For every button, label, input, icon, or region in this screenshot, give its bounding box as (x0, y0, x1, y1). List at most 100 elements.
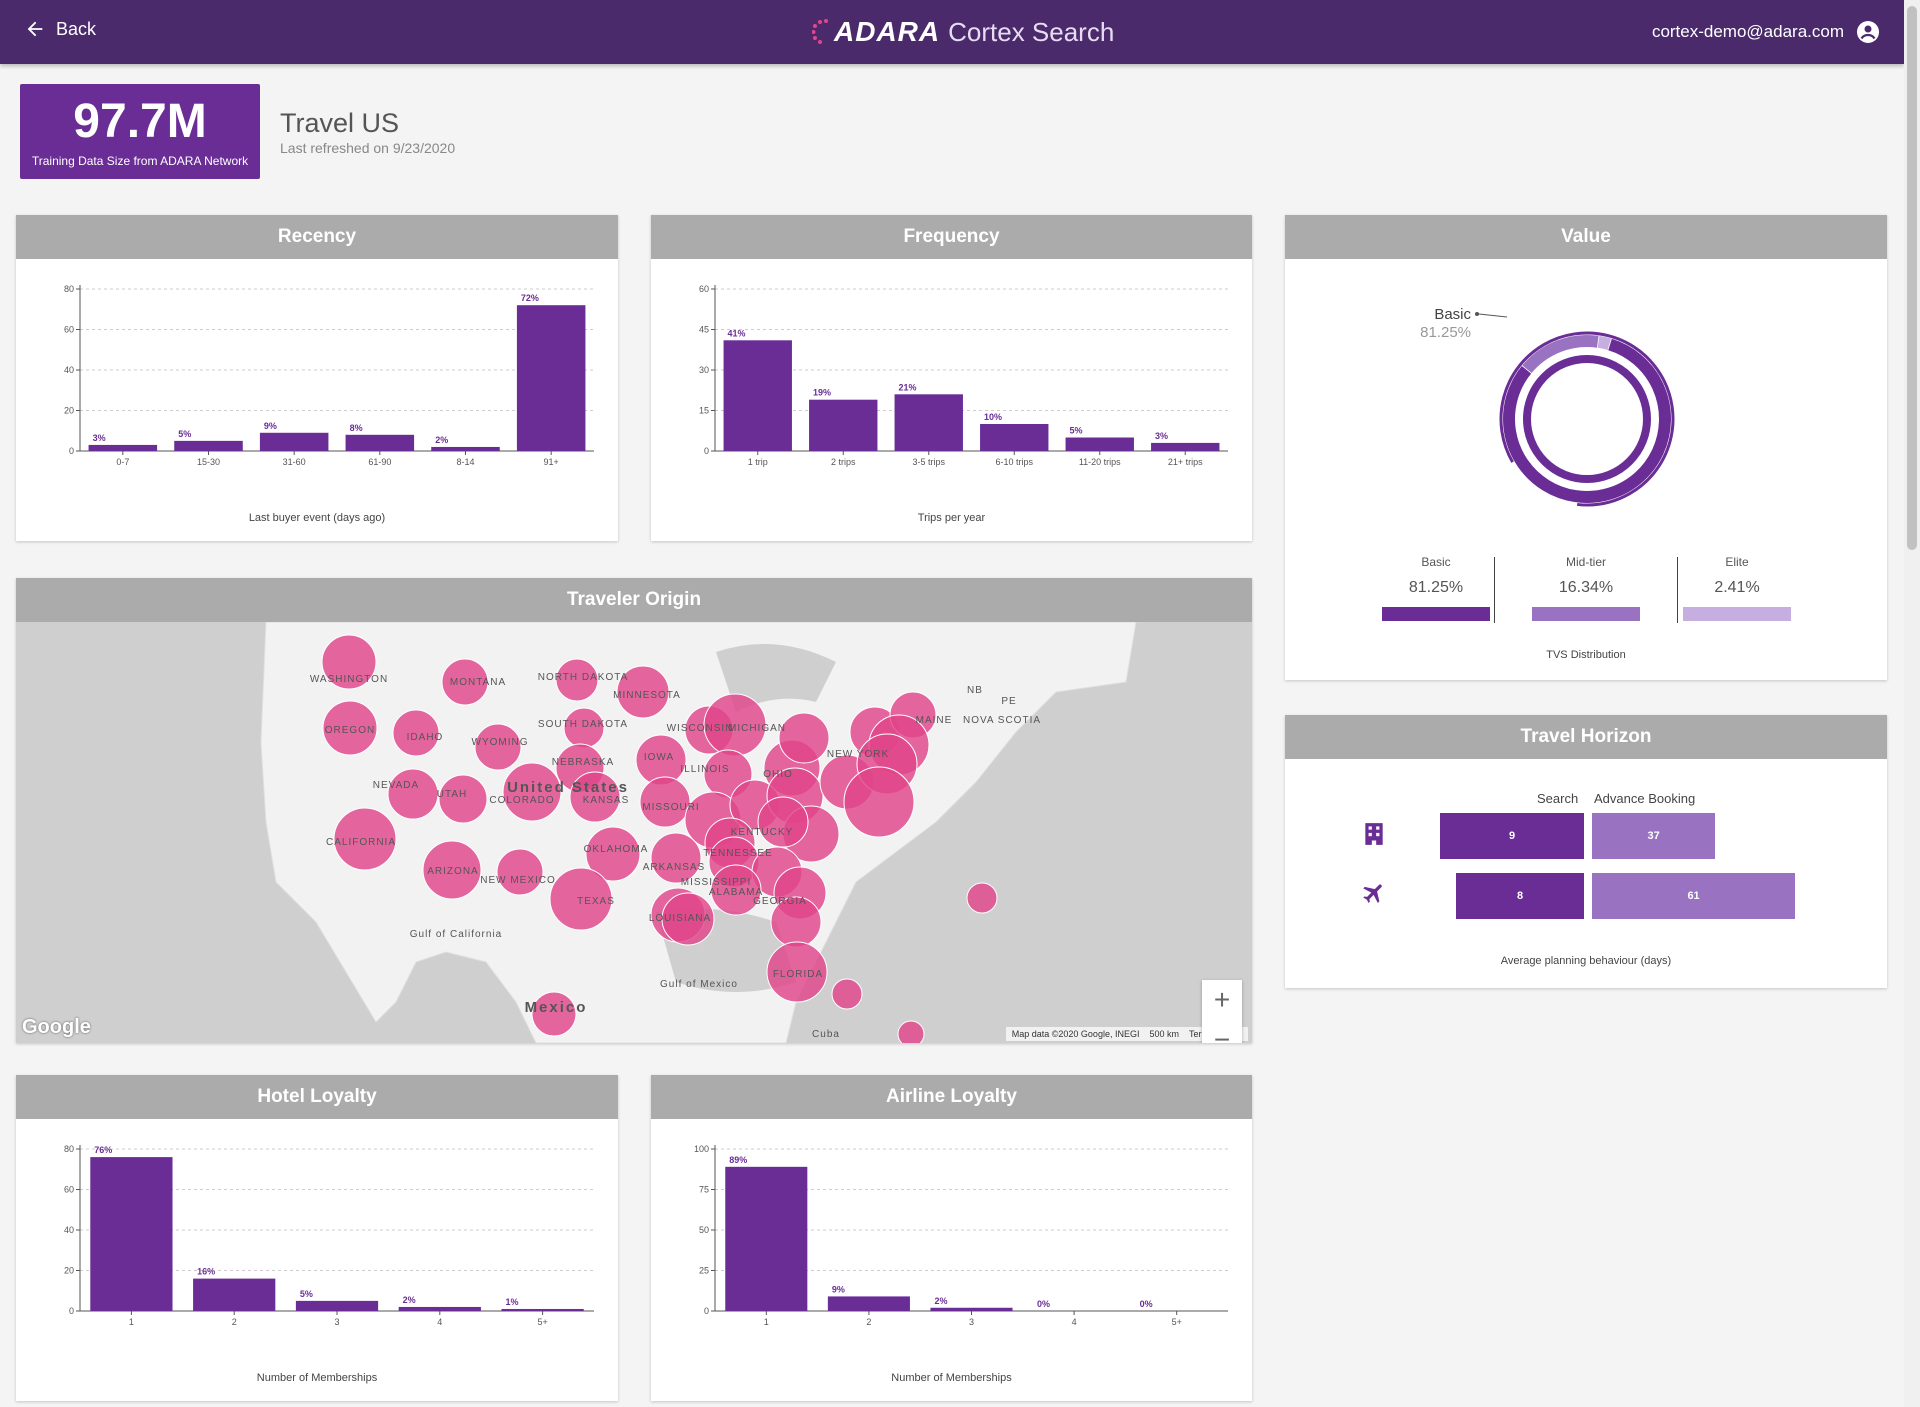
origin-bubble[interactable] (616, 665, 670, 719)
data-label: 21% (899, 382, 917, 392)
traveler-origin-map[interactable]: WASHINGTON MONTANA NORTH DAKOTA MINNESOTA OR… (16, 622, 1252, 1043)
map-label: ILLINOIS (680, 764, 729, 775)
map-label: MONTANA (450, 677, 506, 688)
callout-name: Basic (1434, 306, 1471, 323)
origin-bubble[interactable] (569, 771, 621, 823)
data-label: 41% (728, 328, 746, 338)
tvs-basic-bar (1382, 607, 1490, 621)
data-label: 1% (505, 1297, 518, 1307)
recency-card: Recency 0 20 40 60 80 3% 0-7 5% 15-30 9% 31-60 8% 61… (16, 215, 618, 541)
origin-bubble[interactable] (438, 774, 488, 824)
origin-bubble[interactable] (778, 712, 830, 764)
back-button[interactable]: Back (24, 18, 96, 40)
origin-bubble[interactable] (422, 840, 482, 900)
app-header: Back ADARA Cortex Search cortex-demo@ada… (0, 0, 1904, 64)
tvs-elite-name: Elite (1725, 555, 1749, 569)
training-size-tile: 97.7M Training Data Size from ADARA Netw… (20, 84, 260, 179)
donut-slice (1597, 335, 1612, 351)
origin-bubble[interactable] (322, 700, 378, 756)
origin-bubble[interactable] (831, 978, 863, 1010)
data-label: 2% (934, 1296, 947, 1306)
origin-bubble[interactable] (661, 892, 715, 946)
tvs-divider (1677, 557, 1678, 623)
origin-bubble[interactable] (757, 796, 809, 848)
map-label: IOWA (644, 752, 674, 763)
origin-bubble[interactable] (710, 864, 762, 916)
origin-bubble[interactable] (766, 941, 828, 1003)
origin-bubble[interactable] (441, 658, 489, 706)
travel-horizon-card: Travel Horizon Search Advance Booking Av… (1285, 715, 1887, 988)
hotel-loyalty-title: Hotel Loyalty (16, 1075, 618, 1119)
origin-bubble[interactable] (474, 723, 522, 771)
map-label: ALABAMA (709, 887, 763, 898)
origin-bubble[interactable] (387, 768, 439, 820)
zoom-out-button[interactable]: − (1213, 1024, 1231, 1043)
map-label: GEORGIA (753, 896, 807, 907)
origin-bubble[interactable] (321, 634, 377, 690)
frequency-chart: 0 15 30 45 60 41% 1 trip 19% 2 trips 21% 3-5 trips… (651, 259, 1252, 541)
x-tick-label: 1 (129, 1317, 134, 1327)
value-title: Value (1285, 215, 1887, 259)
origin-bubble[interactable] (531, 991, 577, 1037)
frequency-card: Frequency 0 15 30 45 60 41% 1 trip 19% 2 trips 21… (651, 215, 1252, 541)
airline-loyalty-card: Airline Loyalty 0 25 50 75 100 89% 1 9% 2 2% 3 0% 4 0… (651, 1075, 1252, 1401)
x-tick-label: 1 (764, 1317, 769, 1327)
map-label: Cuba (812, 1029, 840, 1040)
map-label: NORTH DAKOTA (538, 672, 629, 683)
x-tick-label: 2 (232, 1317, 237, 1327)
callout-line (1478, 313, 1508, 318)
map-label: COLORADO (489, 795, 554, 806)
horizon-search-header: Search (1537, 791, 1579, 806)
traveler-origin-card: Traveler Origin WASHINGTON MONTANA NORTH D… (16, 578, 1252, 1043)
bar (1151, 442, 1220, 451)
data-label: 2% (435, 435, 448, 445)
recency-svg: 0 20 40 60 80 3% 0-7 5% 15-30 9% 31-60 8% 61-90 2% 8-1… (64, 284, 594, 524)
back-label: Back (56, 18, 97, 39)
map-label: Gulf of Mexico (660, 979, 738, 990)
zoom-in-button[interactable]: + (1213, 984, 1231, 1015)
y-tick-label: 80 (64, 1144, 74, 1154)
origin-bubble[interactable] (843, 766, 915, 838)
origin-bubble[interactable] (555, 658, 599, 702)
origin-bubble[interactable] (966, 882, 998, 914)
origin-bubble[interactable] (496, 848, 544, 896)
scrollbar-thumb[interactable] (1907, 6, 1917, 550)
brand: ADARA Cortex Search (812, 10, 1114, 54)
scrollbar[interactable] (1904, 0, 1920, 1407)
map-label: ARIZONA (427, 866, 478, 877)
x-tick-label: 2 (866, 1317, 871, 1327)
map-label: MICHIGAN (728, 723, 786, 734)
map-label: KANSAS (583, 795, 630, 806)
data-label: 8% (350, 423, 363, 433)
y-tick-label: 75 (699, 1185, 709, 1195)
data-label: 9% (264, 421, 277, 431)
map-label: TEXAS (577, 896, 615, 907)
y-tick-label: 0 (704, 446, 709, 456)
map-label: Mexico (525, 999, 588, 1016)
bar (295, 1300, 379, 1311)
map-label: PE (1001, 696, 1016, 707)
x-tick-label: 61-90 (368, 457, 391, 467)
origin-bubble[interactable] (650, 832, 702, 884)
user-menu[interactable]: cortex-demo@adara.com (1652, 20, 1880, 44)
origin-bubble[interactable] (333, 807, 397, 871)
value-card: Value Basic 81.25% Basic 81.25% Mid-tier … (1285, 215, 1887, 680)
origin-bubble[interactable] (502, 762, 562, 822)
origin-bubble[interactable] (585, 826, 641, 882)
map-label: United States (507, 779, 629, 796)
map-canvas[interactable]: WASHINGTON MONTANA NORTH DAKOTA MINNESOTA OR… (16, 622, 1252, 1043)
hotel-icon (1365, 823, 1383, 845)
map-label: NEVADA (373, 780, 419, 791)
origin-bubble[interactable] (392, 709, 440, 757)
origin-bubble[interactable] (639, 776, 691, 828)
origin-bubble[interactable] (549, 867, 613, 931)
map-label: OHIO (763, 769, 793, 780)
hotel_loyalty-svg: 0 20 40 60 80 76% 1 16% 2 5% 3 2% 4 1% 5+ Number of Mem… (64, 1144, 594, 1384)
data-label: 76% (94, 1145, 112, 1155)
training-size-value: 97.7M (73, 95, 207, 148)
map-scale: 500 km (1149, 1029, 1179, 1039)
origin-bubble[interactable] (897, 1020, 925, 1043)
donut-inner-ring (1523, 355, 1651, 483)
map-label: KENTUCKY (731, 827, 793, 838)
x-axis-title: Last buyer event (days ago) (249, 512, 385, 524)
